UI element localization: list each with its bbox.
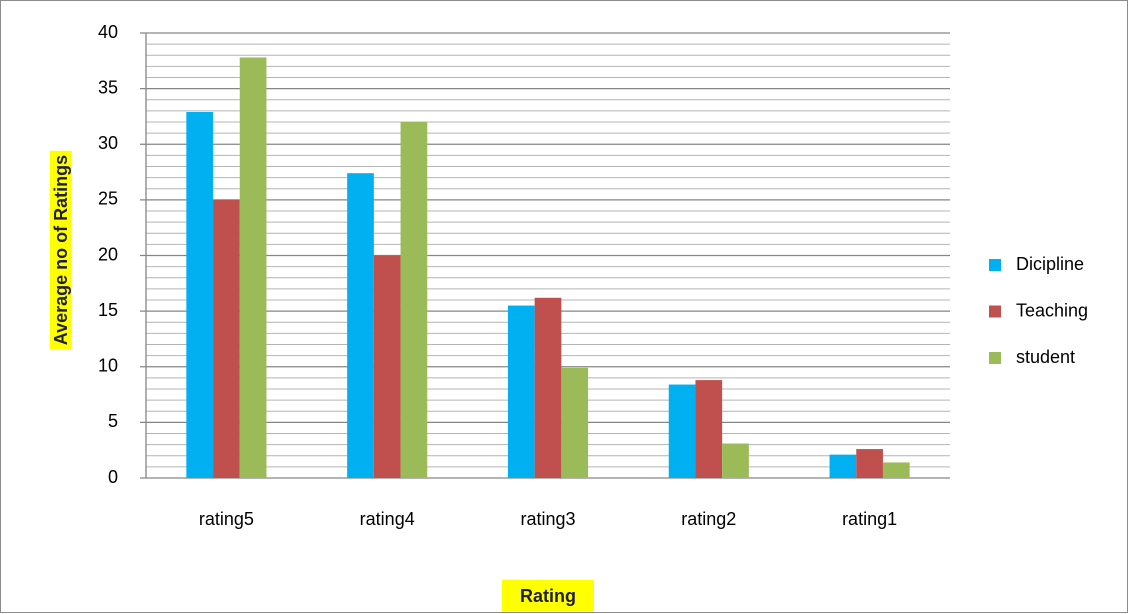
y-tick-label: 35 [98,77,118,97]
legend-swatch [989,305,1001,318]
y-tick-label: 25 [98,189,118,209]
y-tick-label: 40 [98,22,118,42]
legend-label: Dicipline [1016,254,1084,274]
y-tick-label: 5 [108,411,118,431]
bar [722,443,749,478]
y-tick-label: 20 [98,244,118,264]
bar [507,305,535,478]
legend-label: Teaching [1016,300,1088,320]
legend-swatch [989,352,1001,364]
x-axis-title-bg [502,579,594,612]
y-axis-title: Average no of Ratings [51,155,71,345]
bar [882,462,910,478]
y-axis-title-group: Average no of Ratings [49,150,72,350]
y-axis-title-bg [49,150,72,350]
bar [534,297,562,478]
bar [239,57,267,478]
x-tick-label: rating5 [199,509,254,529]
x-tick-label: rating4 [360,509,415,529]
legend-label: student [1016,347,1075,367]
bar [668,384,696,478]
x-tick-label: rating1 [842,509,897,529]
bar [561,367,589,478]
x-tick-label: rating2 [681,509,736,529]
bar [186,111,214,479]
x-tick-label: rating3 [520,509,575,529]
x-axis-title: Rating [520,586,576,606]
y-tick-label: 30 [98,133,118,153]
bar [695,380,723,478]
y-tick-label: 10 [98,356,118,376]
legend-swatch [989,259,1001,271]
y-tick-label: 15 [98,300,118,320]
bar [347,173,374,479]
bar [373,255,401,478]
bar [829,454,857,478]
bar [400,122,428,478]
bar [856,449,883,478]
y-tick-label: 0 [108,467,118,487]
bar [213,199,240,478]
